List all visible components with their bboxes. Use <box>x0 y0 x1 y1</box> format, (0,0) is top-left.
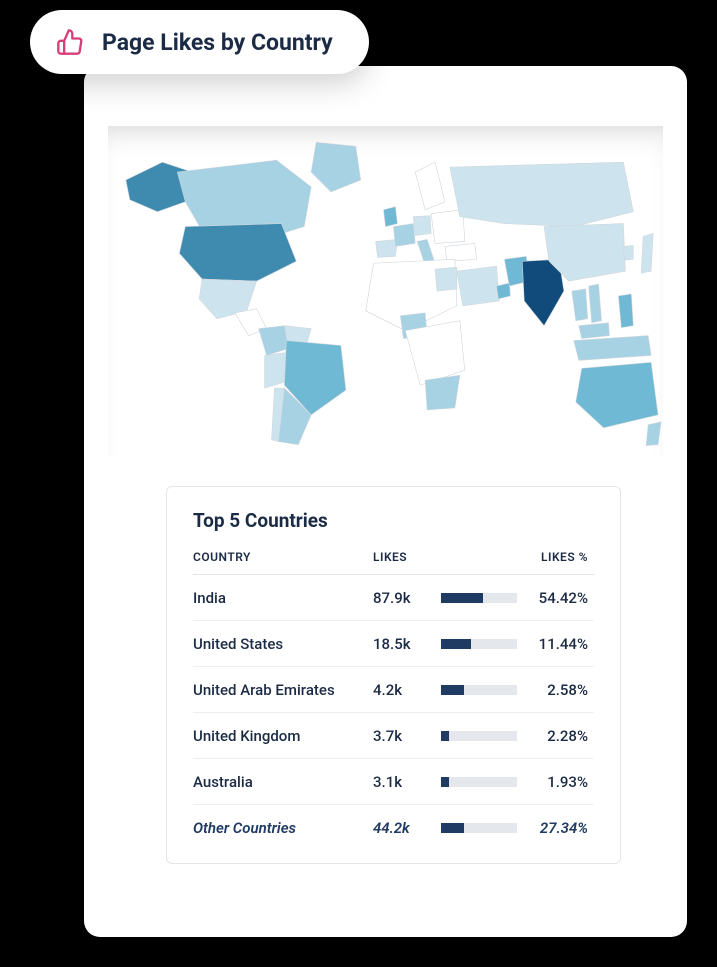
map-region-malaysia <box>579 323 610 339</box>
cell-pct: 27.34% <box>529 819 594 837</box>
bar-track <box>441 639 517 649</box>
map-region-france <box>393 224 415 247</box>
map-region-peru <box>265 352 287 388</box>
cell-likes: 87.9k <box>373 589 441 607</box>
map-region-korea <box>623 245 633 260</box>
map-region-russia <box>450 162 633 226</box>
cell-country: Other Countries <box>193 819 373 837</box>
map-region-uk <box>384 207 398 227</box>
map-region-australia <box>576 362 658 427</box>
table-title: Top 5 Countries <box>193 509 594 532</box>
table-row: United States18.5k 11.44% <box>193 621 594 667</box>
cell-country: United Kingdom <box>193 727 373 745</box>
cell-country: United Arab Emirates <box>193 681 373 699</box>
map-region-indonesia <box>574 336 651 361</box>
cell-likes: 3.7k <box>373 727 441 745</box>
top-countries-table: Top 5 Countries COUNTRY LIKES LIKES % In… <box>166 486 621 864</box>
map-region-colombia <box>259 326 289 356</box>
map-region-egypt <box>435 267 457 291</box>
table-row: United Arab Emirates4.2k 2.58% <box>193 667 594 713</box>
cell-pct: 1.93% <box>529 773 594 791</box>
bar-track <box>441 731 517 741</box>
map-region-germany <box>413 216 431 236</box>
bar-fill <box>441 593 483 603</box>
cell-pct: 54.42% <box>529 589 594 607</box>
col-header-pct: LIKES % <box>529 550 594 564</box>
bar-track <box>441 823 517 833</box>
cell-pct: 2.58% <box>529 681 594 699</box>
map-region-southafrica <box>425 375 460 410</box>
cell-likes: 18.5k <box>373 635 441 653</box>
page-title: Page Likes by Country <box>102 29 333 56</box>
bar-track <box>441 685 517 695</box>
bar-track <box>441 777 517 787</box>
map-region-philippines <box>618 294 633 328</box>
bar-fill <box>441 639 471 649</box>
cell-likes: 3.1k <box>373 773 441 791</box>
map-region-usa <box>179 224 296 281</box>
bar-fill <box>441 685 464 695</box>
world-map-choropleth <box>108 126 663 456</box>
thumbs-up-icon <box>56 28 84 56</box>
map-region-spain <box>376 239 398 257</box>
cell-country: Australia <box>193 773 373 791</box>
map-region-centralafrica <box>405 321 464 385</box>
cell-pct: 11.44% <box>529 635 594 653</box>
analytics-card: Top 5 Countries COUNTRY LIKES LIKES % In… <box>84 66 687 937</box>
map-region-uae <box>497 283 511 299</box>
cell-country: India <box>193 589 373 607</box>
map-region-vietnam <box>589 284 602 323</box>
map-region-newzealand <box>646 422 661 446</box>
table-column-headers: COUNTRY LIKES LIKES % <box>193 550 594 575</box>
table-row: United Kingdom3.7k 2.28% <box>193 713 594 759</box>
map-region-thailand <box>572 289 588 321</box>
table-row: Other Countries44.2k 27.34% <box>193 805 594 851</box>
map-region-scandinavia <box>415 162 445 210</box>
map-region-japan <box>641 234 653 274</box>
cell-pct: 2.28% <box>529 727 594 745</box>
bar-track <box>441 593 517 603</box>
map-region-turkey <box>445 243 477 261</box>
col-header-country: COUNTRY <box>193 550 373 564</box>
cell-likes: 4.2k <box>373 681 441 699</box>
bar-fill <box>441 823 464 833</box>
page-title-pill: Page Likes by Country <box>30 10 369 74</box>
map-region-greenland <box>311 142 361 192</box>
table-row: Australia3.1k 1.93% <box>193 759 594 805</box>
cell-likes: 44.2k <box>373 819 441 837</box>
table-row: India87.9k 54.42% <box>193 575 594 621</box>
bar-fill <box>441 777 449 787</box>
cell-country: United States <box>193 635 373 653</box>
map-region-saudi <box>457 266 500 306</box>
col-header-likes: LIKES <box>373 550 441 564</box>
bar-fill <box>441 731 449 741</box>
